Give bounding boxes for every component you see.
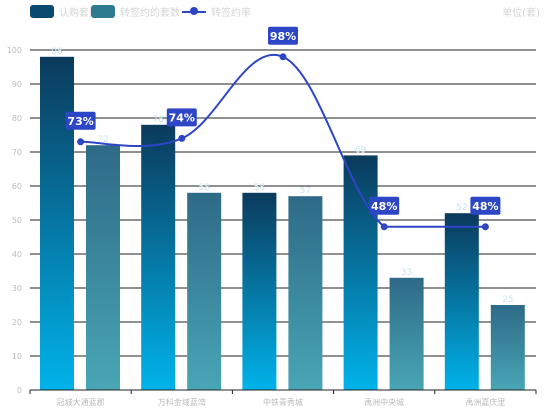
bar-label-contracts: 57 bbox=[300, 186, 311, 196]
y-tick-label: 100 bbox=[7, 46, 22, 55]
y-tick-label: 20 bbox=[12, 318, 22, 327]
legend-label-rate: 转签约率 bbox=[211, 8, 251, 19]
bar-contracts bbox=[86, 145, 120, 390]
rate-line: 73% 74% 98% 48% 48% bbox=[65, 26, 501, 231]
bar-label-contracts: 25 bbox=[502, 295, 513, 305]
rate-point bbox=[178, 134, 186, 142]
rate-label-box bbox=[268, 26, 298, 45]
y-tick-label: 0 bbox=[17, 386, 22, 395]
legend-swatch-subscriptions bbox=[30, 5, 54, 18]
bar-label-contracts: 58 bbox=[198, 183, 210, 193]
bar-contracts bbox=[389, 277, 424, 390]
rate-label: 74% bbox=[169, 111, 195, 124]
rate-point bbox=[279, 53, 287, 61]
x-tick-label: 禹洲嘉庆里 bbox=[465, 397, 505, 407]
bar-contracts bbox=[187, 192, 222, 390]
bar-contracts bbox=[288, 196, 323, 390]
y-tick-label: 70 bbox=[12, 148, 22, 157]
rate-label-box bbox=[65, 111, 96, 130]
bar-label-contracts: 72 bbox=[97, 135, 108, 145]
rate-point bbox=[481, 223, 489, 231]
bar-label-subscriptions: 58 bbox=[254, 183, 266, 193]
bar-label-subscriptions: 98 bbox=[51, 47, 63, 57]
y-tick-label: 30 bbox=[12, 284, 22, 293]
bar-label-subscriptions: 69 bbox=[355, 145, 367, 155]
rate-point bbox=[380, 223, 388, 231]
rate-label: 48% bbox=[472, 200, 498, 213]
rate-label: 73% bbox=[67, 115, 93, 128]
legend-label-contracts: 转签约的套数 bbox=[120, 8, 180, 19]
y-tick-label: 10 bbox=[12, 352, 22, 361]
legend-item-subscriptions[interactable]: 认购套数 bbox=[30, 4, 99, 19]
bar-label-subscriptions: 78 bbox=[152, 115, 164, 125]
axes: 0 10 20 30 40 50 60 70 80 90 100 冠城大通蓝郡 万科金域蓝湾 中铁青秀城 禹… bbox=[7, 46, 537, 407]
bar-label-subscriptions: 52 bbox=[456, 203, 467, 213]
bar-contracts bbox=[490, 305, 525, 390]
y-tick-label: 90 bbox=[12, 80, 22, 89]
legend-item-contracts[interactable]: 转签约的套数 bbox=[91, 4, 180, 19]
x-tick-label: 中铁青秀城 bbox=[263, 397, 303, 407]
legend-item-rate[interactable]: 转签约率 bbox=[182, 4, 251, 19]
bar-subscriptions bbox=[141, 124, 176, 391]
unit-label: 单位(套) bbox=[502, 8, 540, 19]
rate-label-box bbox=[166, 108, 197, 127]
y-tick-label: 60 bbox=[12, 182, 22, 191]
legend-swatch-contracts bbox=[91, 5, 115, 18]
bar-subscriptions bbox=[444, 213, 479, 390]
y-tick-label: 50 bbox=[12, 216, 22, 225]
x-tick-label: 冠城大通蓝郡 bbox=[57, 397, 105, 407]
rate-label-box bbox=[470, 196, 501, 215]
x-tick-label: 禹洲中央城 bbox=[364, 397, 404, 407]
legend: 认购套数 转签约的套数 转签约率 单位(套) bbox=[0, 0, 550, 22]
legend-label-subscriptions: 认购套数 bbox=[59, 8, 99, 19]
rate-label: 98% bbox=[270, 30, 296, 43]
legend-swatch-rate bbox=[182, 5, 206, 18]
bar-labels: 98 78 58 69 52 72 58 57 33 25 bbox=[51, 47, 513, 305]
rate-label-box bbox=[369, 196, 400, 215]
x-tick-label: 万科金域蓝湾 bbox=[158, 397, 206, 407]
bars bbox=[40, 56, 525, 391]
y-tick-label: 40 bbox=[12, 250, 22, 259]
bar-label-contracts: 33 bbox=[401, 268, 412, 278]
bar-subscriptions bbox=[343, 155, 378, 390]
rate-label: 48% bbox=[371, 200, 397, 213]
rate-point bbox=[77, 138, 85, 146]
bar-subscriptions bbox=[242, 192, 277, 390]
bar-subscriptions bbox=[40, 56, 74, 391]
y-tick-label: 80 bbox=[12, 114, 22, 123]
